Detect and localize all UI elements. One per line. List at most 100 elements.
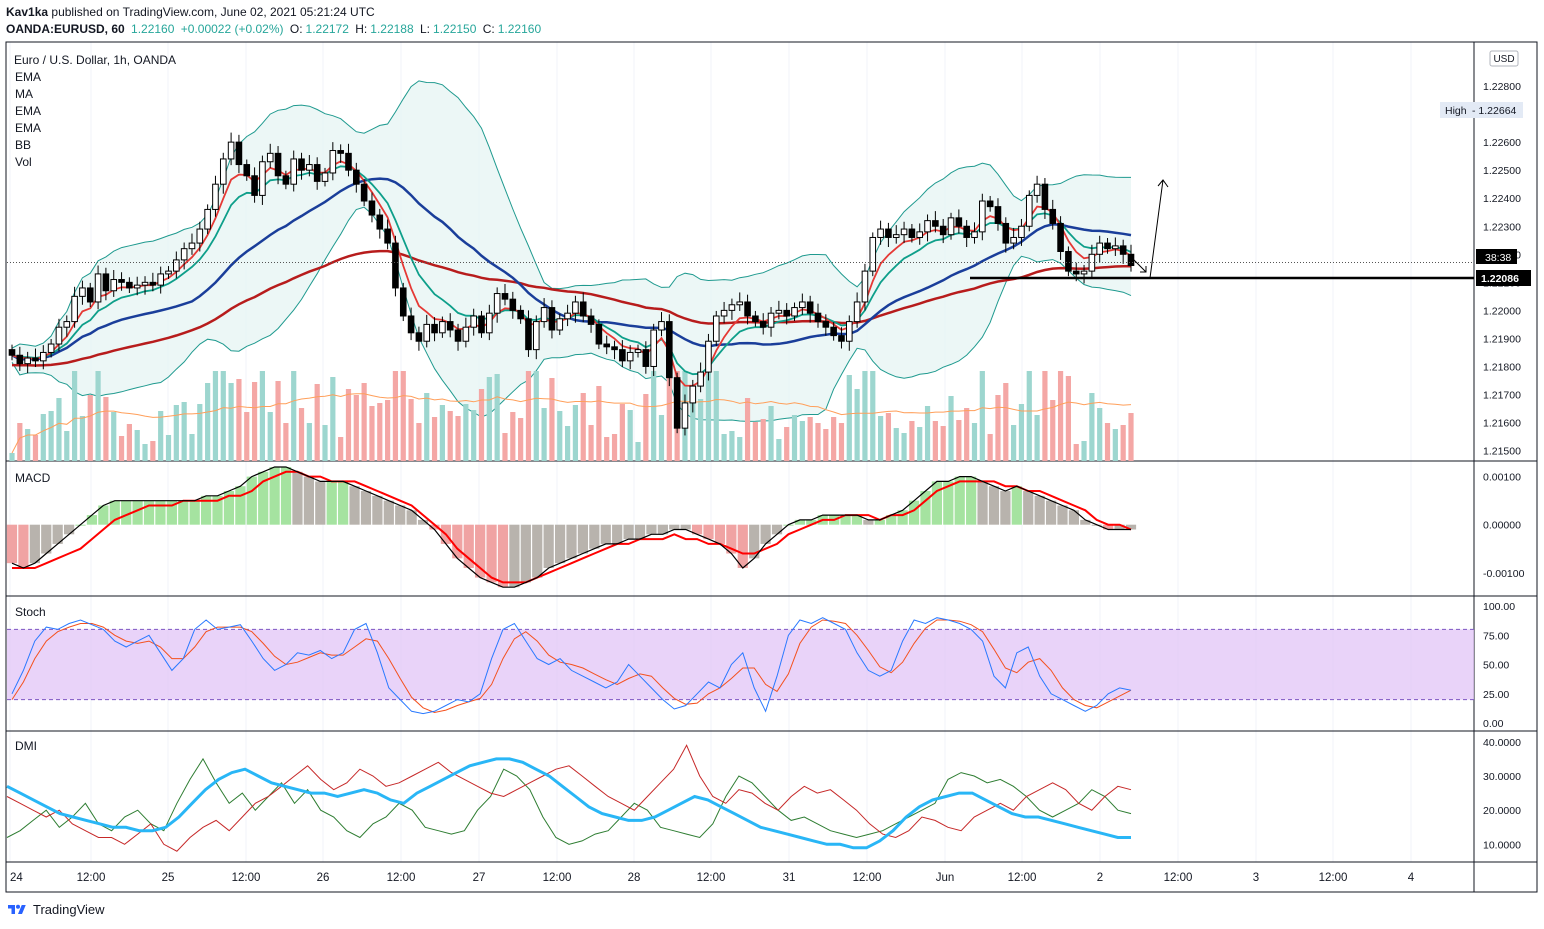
volume-bar xyxy=(502,433,508,461)
candle-up xyxy=(532,321,540,351)
stoch-tick-label: 100.00 xyxy=(1483,601,1515,613)
volume-bar xyxy=(439,405,445,461)
candle-up xyxy=(188,242,196,250)
macd-hist-bar xyxy=(475,524,486,578)
candle-down xyxy=(415,332,423,342)
tradingview-logo-icon[interactable] xyxy=(6,903,28,917)
legend-item: Vol xyxy=(15,155,32,169)
volume-bar xyxy=(838,423,845,461)
candle-down xyxy=(932,220,939,227)
volume-bar xyxy=(1057,371,1064,461)
volume-bar xyxy=(651,371,657,461)
candle-down xyxy=(673,377,681,429)
candle-down xyxy=(579,301,587,317)
candle-down xyxy=(939,225,947,236)
macd-hist-bar xyxy=(269,467,280,525)
candle-down xyxy=(666,321,673,379)
candle-down xyxy=(282,175,290,185)
candle-up xyxy=(791,307,798,317)
dmi-plus-line xyxy=(6,757,1132,845)
candle-up xyxy=(712,315,720,342)
macd-hist-bar xyxy=(634,524,646,540)
candle-down xyxy=(149,281,157,286)
author-name[interactable]: Kav1ka xyxy=(6,5,49,19)
candle-down xyxy=(313,164,321,182)
macd-hist-bar xyxy=(372,495,383,525)
time-tick-label: 12:00 xyxy=(543,872,572,884)
macd-hist-bar xyxy=(966,476,977,525)
candle-down xyxy=(595,323,603,345)
volume-bar xyxy=(752,422,758,461)
countdown-label: 38:38 xyxy=(1485,252,1511,264)
candle-down xyxy=(478,315,485,334)
candle-down xyxy=(1072,270,1080,275)
candle-down xyxy=(619,349,626,362)
volume-bar xyxy=(510,412,516,461)
volume-bar xyxy=(165,435,172,461)
macd-hist-bar xyxy=(1023,491,1034,525)
candle-up xyxy=(157,273,164,286)
volume-bar xyxy=(408,399,414,461)
dmi-title: DMI xyxy=(15,739,37,753)
volume-bar xyxy=(862,371,868,461)
macd-hist-bar xyxy=(851,515,863,525)
candle-down xyxy=(102,273,110,292)
volume-bar xyxy=(979,371,985,461)
price-tick-label: 1.21700 xyxy=(1483,390,1521,402)
candle-down xyxy=(431,323,438,334)
macd-hist-bar xyxy=(703,524,714,540)
macd-hist-bar xyxy=(657,524,668,535)
volume-bar xyxy=(932,421,938,461)
volume-bar xyxy=(987,434,993,461)
macd-hist-bar xyxy=(749,524,760,559)
volume-bar xyxy=(956,420,962,461)
macd-hist-bar xyxy=(189,500,200,525)
volume-bar xyxy=(40,414,46,461)
stoch-band xyxy=(7,629,1474,700)
high-badge-value: - 1.22664 xyxy=(1472,105,1517,117)
footer-brand[interactable]: TradingView xyxy=(33,902,105,917)
price-tick-label: 1.21900 xyxy=(1483,333,1521,345)
candle-up xyxy=(259,161,266,196)
volume-bar xyxy=(1128,413,1134,461)
macd-hist-bar xyxy=(680,524,691,530)
time-tick-label: 4 xyxy=(1408,872,1415,884)
macd-hist-bar xyxy=(669,524,680,530)
candle-up xyxy=(900,228,908,236)
macd-hist-bar xyxy=(1114,524,1125,530)
bb-fill xyxy=(12,80,1131,422)
volume-bar xyxy=(95,371,101,461)
volume-bar xyxy=(698,399,704,461)
candle-down xyxy=(963,225,970,238)
candle-up xyxy=(486,312,493,334)
candle-down xyxy=(32,357,39,362)
macd-signal-line xyxy=(12,470,1132,584)
candle-down xyxy=(251,175,258,196)
candle-down xyxy=(587,315,595,325)
volume-bar xyxy=(885,413,892,461)
candle-down xyxy=(806,301,814,314)
price-tick-label: 1.21600 xyxy=(1483,418,1521,430)
candle-down xyxy=(814,312,822,323)
volume-bar xyxy=(713,371,719,461)
macd-hist-bar xyxy=(1125,524,1137,530)
candle-up xyxy=(697,371,704,387)
macd-hist-bar xyxy=(292,471,303,525)
volume-bar xyxy=(471,410,477,461)
price-legend: Euro / U.S. Dollar, 1h, OANDA EMA MA EMA EMA… xyxy=(14,53,176,169)
stoch-tick-label: 50.00 xyxy=(1483,660,1509,672)
publish-text: published on TradingView.com, June 02, 2… xyxy=(51,5,375,19)
candle-up xyxy=(705,340,712,373)
time-tick-label: 12:00 xyxy=(1008,872,1037,884)
candle-down xyxy=(384,228,391,244)
volume-bar xyxy=(431,417,438,461)
legend-item: EMA xyxy=(15,70,41,84)
volume-bar xyxy=(330,377,336,461)
volume-bar xyxy=(416,423,422,461)
macd-hist-bar xyxy=(1080,519,1091,525)
volume-bar xyxy=(768,406,774,461)
time-tick-label: 2 xyxy=(1097,872,1103,884)
candle-down xyxy=(337,150,344,154)
footer: TradingView xyxy=(6,902,105,917)
